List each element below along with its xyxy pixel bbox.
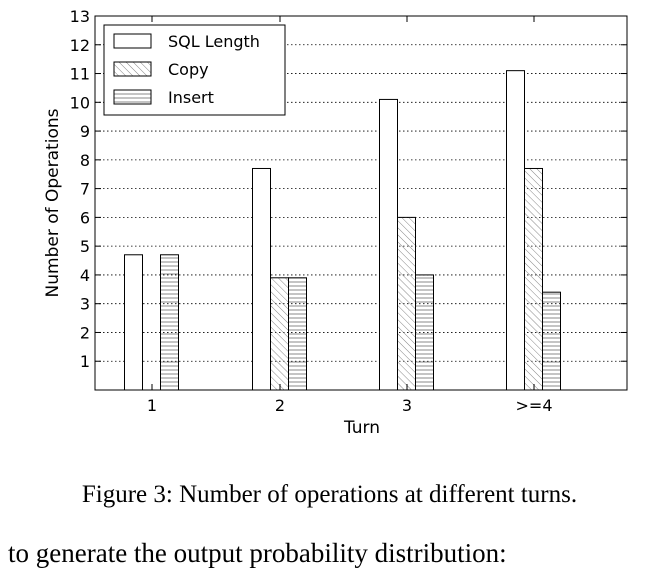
bar-insert [288, 277, 307, 391]
bar-copy [524, 167, 543, 391]
x-tick-label: 2 [275, 396, 285, 415]
bars [124, 70, 561, 391]
y-tick-label: 13 [70, 7, 90, 26]
y-tick-label: 1 [80, 352, 90, 371]
bar-sql-length [506, 70, 525, 391]
bar-copy [270, 277, 289, 391]
y-tick-label: 3 [80, 295, 90, 314]
legend-label: SQL Length [168, 32, 260, 51]
y-tick-label: 9 [80, 122, 90, 141]
y-tick-label: 4 [80, 266, 90, 285]
y-tick-label: 12 [70, 36, 90, 55]
y-tick-label: 8 [80, 151, 90, 170]
y-tick-label: 7 [80, 180, 90, 199]
legend: SQL Length Copy Insert [103, 24, 286, 116]
bar-copy [397, 216, 416, 391]
body-text: to generate the output probability distr… [8, 538, 507, 568]
legend-label: Insert [168, 88, 214, 107]
bar-sql-length [379, 98, 398, 391]
bar-insert [160, 254, 179, 391]
y-tick-label: 10 [70, 93, 90, 112]
y-tick-label: 2 [80, 323, 90, 342]
x-tick-label: 3 [402, 396, 412, 415]
x-tick-label: 1 [147, 396, 157, 415]
y-tick-label: 6 [80, 208, 90, 227]
legend-swatch [113, 89, 152, 105]
legend-swatch [113, 33, 152, 49]
x-tick-label: >=4 [516, 396, 553, 415]
y-tick-label: 5 [80, 237, 90, 256]
bar-insert [542, 291, 561, 391]
bar-sql-length [252, 167, 271, 391]
figure-caption: Figure 3: Number of operations at differ… [81, 481, 578, 508]
bar-sql-length [124, 254, 143, 391]
plot-area-frame [94, 15, 628, 391]
legend-label: Copy [168, 60, 209, 79]
bar-insert [415, 274, 434, 391]
x-axis-label: Turn [343, 418, 380, 438]
y-tick-label: 11 [70, 65, 90, 84]
x-axis: 1 2 3 >=4 [147, 16, 553, 415]
legend-swatch [113, 61, 152, 77]
y-axis-label: Number of Operations [43, 108, 63, 297]
